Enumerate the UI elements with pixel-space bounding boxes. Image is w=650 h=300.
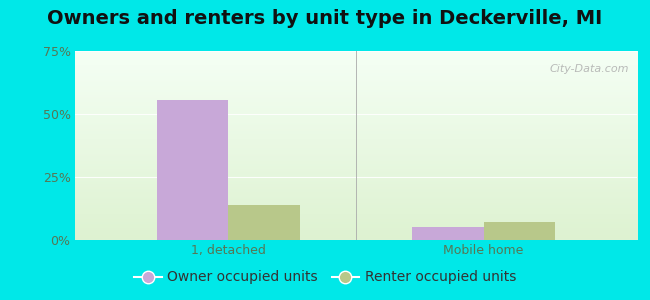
Bar	[484, 222, 555, 240]
Bar	[228, 205, 300, 240]
Bar	[412, 227, 484, 240]
Text: Owners and renters by unit type in Deckerville, MI: Owners and renters by unit type in Decke…	[47, 9, 603, 28]
Bar	[157, 100, 228, 240]
Legend: Owner occupied units, Renter occupied units: Owner occupied units, Renter occupied un…	[128, 265, 522, 290]
Text: City-Data.com: City-Data.com	[549, 64, 629, 74]
